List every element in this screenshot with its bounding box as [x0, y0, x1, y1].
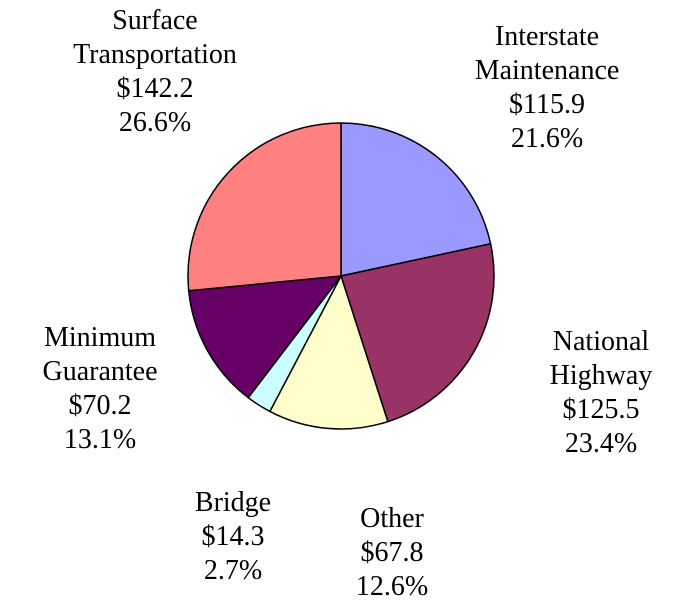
category-label: Other: [360, 503, 424, 534]
pie-slice: [187, 122, 342, 292]
value-label: $14.3: [201, 521, 265, 552]
slice-label: Interstate Maintenance $115.9 21.6%: [417, 20, 677, 156]
pie-slice: [268, 274, 389, 430]
percent-label: 23.4%: [564, 428, 638, 459]
slice-label: National Highway $125.5 23.4%: [471, 325, 686, 461]
value-label: $142.2: [116, 73, 194, 104]
value-label: $70.2: [68, 390, 132, 421]
percent-label: 13.1%: [63, 424, 137, 455]
value-label: $115.9: [509, 89, 585, 120]
percent-label: 26.6%: [118, 107, 192, 138]
category-label: Bridge: [194, 487, 272, 518]
category-label: Interstate Maintenance: [474, 21, 620, 86]
percent-label: 12.6%: [355, 571, 429, 602]
slice-label: Bridge $14.3 2.7%: [103, 486, 363, 588]
percent-label: 21.6%: [510, 123, 584, 154]
slice-label: Minimum Guarantee $70.2 13.1%: [0, 321, 230, 457]
category-label: Minimum Guarantee: [42, 322, 158, 387]
category-label: National Highway: [549, 326, 653, 391]
pie-slice: [187, 275, 343, 399]
category-label: Surface Transportation: [73, 5, 237, 70]
pie-slice: [340, 122, 492, 277]
percent-label: 2.7%: [203, 555, 263, 586]
slice-label: Other $67.8 12.6%: [262, 502, 522, 604]
pie-slice: [340, 242, 495, 423]
slice-label: Surface Transportation $142.2 26.6%: [25, 4, 285, 140]
value-label: $67.8: [360, 537, 424, 568]
value-label: $125.5: [562, 394, 640, 425]
